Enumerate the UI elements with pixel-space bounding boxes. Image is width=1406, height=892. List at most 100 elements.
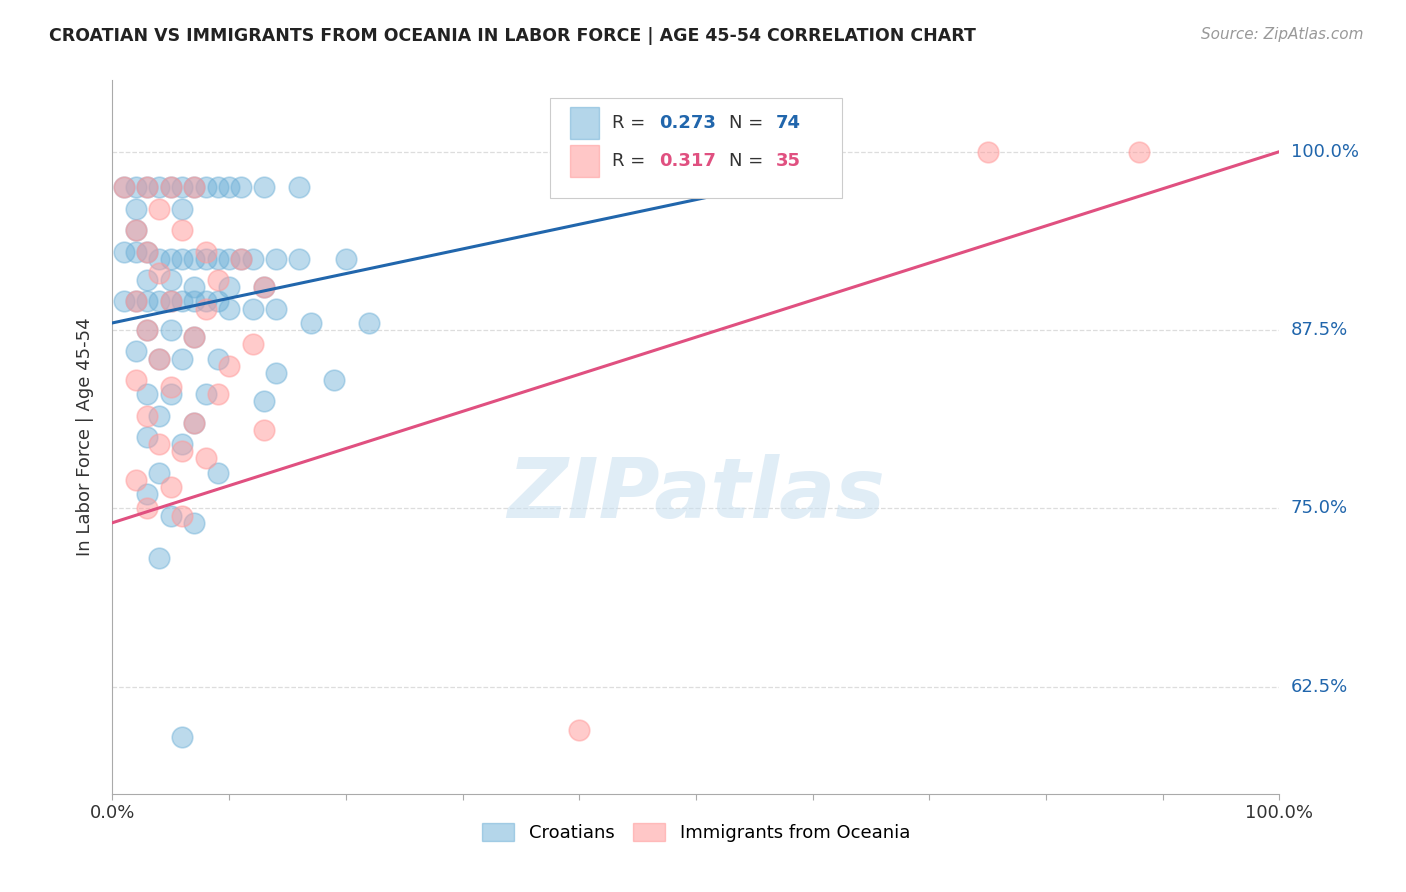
Point <box>183 280 205 294</box>
Point <box>218 180 240 194</box>
Text: 87.5%: 87.5% <box>1291 321 1348 339</box>
Point <box>288 252 311 266</box>
Point <box>112 180 135 194</box>
FancyBboxPatch shape <box>569 145 599 177</box>
Point <box>1128 145 1150 159</box>
FancyBboxPatch shape <box>550 98 842 198</box>
Point <box>136 409 159 423</box>
Point <box>207 351 229 366</box>
Point <box>172 202 194 216</box>
Text: Source: ZipAtlas.com: Source: ZipAtlas.com <box>1201 27 1364 42</box>
FancyBboxPatch shape <box>569 107 599 139</box>
Point <box>136 387 159 401</box>
Point <box>323 373 346 387</box>
Point <box>207 387 229 401</box>
Point <box>172 730 194 744</box>
Point <box>194 244 217 259</box>
Point <box>194 301 217 316</box>
Point <box>148 409 170 423</box>
Point <box>125 294 148 309</box>
Point <box>148 466 170 480</box>
Point <box>160 508 183 523</box>
Text: 0.273: 0.273 <box>658 114 716 132</box>
Text: 100.0%: 100.0% <box>1291 143 1358 161</box>
Point <box>207 466 229 480</box>
Text: CROATIAN VS IMMIGRANTS FROM OCEANIA IN LABOR FORCE | AGE 45-54 CORRELATION CHART: CROATIAN VS IMMIGRANTS FROM OCEANIA IN L… <box>49 27 976 45</box>
Point <box>136 273 159 287</box>
Point <box>160 294 183 309</box>
Point <box>160 323 183 337</box>
Text: 35: 35 <box>775 152 800 169</box>
Text: N =: N = <box>728 114 769 132</box>
Text: N =: N = <box>728 152 769 169</box>
Point <box>183 294 205 309</box>
Point <box>218 301 240 316</box>
Point <box>112 294 135 309</box>
Point <box>218 359 240 373</box>
Point <box>229 252 252 266</box>
Point <box>207 294 229 309</box>
Point <box>194 387 217 401</box>
Point <box>253 423 276 437</box>
Point <box>264 252 287 266</box>
Point <box>335 252 357 266</box>
Point <box>183 516 205 530</box>
Point <box>229 252 252 266</box>
Point <box>172 294 194 309</box>
Point <box>172 508 194 523</box>
Point <box>136 501 159 516</box>
Point <box>253 394 276 409</box>
Point <box>242 252 264 266</box>
Point <box>160 273 183 287</box>
Point <box>125 180 148 194</box>
Point <box>242 301 264 316</box>
Point <box>136 180 159 194</box>
Point <box>194 252 217 266</box>
Point <box>253 180 276 194</box>
Point <box>299 316 322 330</box>
Point <box>160 380 183 394</box>
Point <box>253 280 276 294</box>
Point <box>136 294 159 309</box>
Point <box>183 330 205 344</box>
Point <box>148 202 170 216</box>
Point <box>148 180 170 194</box>
Point <box>125 473 148 487</box>
Point <box>125 244 148 259</box>
Point <box>194 294 217 309</box>
Point <box>172 437 194 451</box>
Point <box>148 351 170 366</box>
Point <box>148 351 170 366</box>
Point <box>183 180 205 194</box>
Point <box>172 180 194 194</box>
Point <box>160 180 183 194</box>
Point <box>172 444 194 458</box>
Point <box>183 416 205 430</box>
Point <box>264 366 287 380</box>
Point <box>160 180 183 194</box>
Point <box>136 430 159 444</box>
Legend: Croatians, Immigrants from Oceania: Croatians, Immigrants from Oceania <box>475 815 917 849</box>
Text: 74: 74 <box>775 114 800 132</box>
Point <box>207 273 229 287</box>
Point <box>183 252 205 266</box>
Point <box>136 323 159 337</box>
Point <box>136 487 159 501</box>
Text: 0.317: 0.317 <box>658 152 716 169</box>
Point <box>148 266 170 280</box>
Point <box>242 337 264 351</box>
Point <box>160 480 183 494</box>
Point <box>194 180 217 194</box>
Y-axis label: In Labor Force | Age 45-54: In Labor Force | Age 45-54 <box>76 318 94 557</box>
Text: R =: R = <box>612 114 651 132</box>
Point <box>229 180 252 194</box>
Point <box>172 223 194 237</box>
Point <box>194 451 217 466</box>
Point <box>976 145 998 159</box>
Point <box>264 301 287 316</box>
Point <box>183 180 205 194</box>
Point <box>160 294 183 309</box>
Point <box>148 437 170 451</box>
Point <box>207 252 229 266</box>
Point <box>288 180 311 194</box>
